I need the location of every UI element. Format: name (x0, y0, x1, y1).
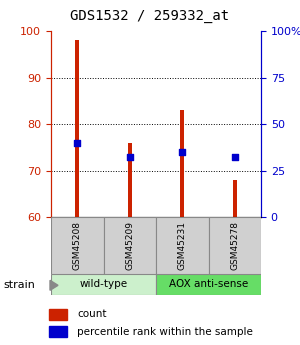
Point (180, 149, 185, 155)
Text: percentile rank within the sample: percentile rank within the sample (77, 327, 253, 337)
Text: wild-type: wild-type (80, 279, 128, 289)
Bar (75, 40, 80, 217)
Bar (51, 274, 156, 295)
Text: GSM45231: GSM45231 (178, 221, 187, 270)
Bar (128, 143, 132, 217)
Bar (233, 180, 237, 217)
Text: count: count (77, 309, 107, 319)
Bar (180, 110, 184, 217)
Text: strain: strain (3, 280, 35, 290)
Text: GSM45208: GSM45208 (73, 221, 82, 270)
Point (75, 140, 80, 146)
Bar (49, 309, 67, 319)
Bar (103, 217, 156, 274)
Text: GSM45278: GSM45278 (230, 221, 239, 270)
Bar (49, 326, 67, 337)
Bar (51, 217, 104, 274)
Text: GDS1532 / 259332_at: GDS1532 / 259332_at (70, 9, 230, 23)
Polygon shape (50, 280, 58, 290)
Bar (208, 217, 261, 274)
Point (128, 154, 132, 159)
Bar (156, 274, 261, 295)
Text: GSM45209: GSM45209 (125, 221, 134, 270)
Point (232, 154, 237, 159)
Bar (156, 217, 208, 274)
Text: AOX anti-sense: AOX anti-sense (169, 279, 248, 289)
